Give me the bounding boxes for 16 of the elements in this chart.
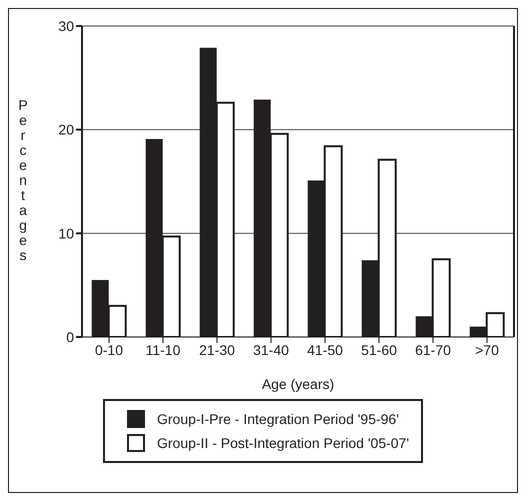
x-tick-label: 61-70 xyxy=(415,342,452,358)
y-tick-label: 10 xyxy=(58,225,74,242)
x-axis-title: Age (years) xyxy=(262,376,334,392)
x-tick-label: 11-10 xyxy=(146,342,181,358)
x-tick-label: 21-30 xyxy=(199,342,236,358)
x-tick-label: >70 xyxy=(475,342,500,358)
legend-label: Group-II - Post-Integration Period '05-07' xyxy=(156,434,410,453)
legend-label: Group-I-Pre - Integration Period '95-96' xyxy=(156,410,399,429)
y-tick-label: 20 xyxy=(58,122,74,138)
x-tick-label: 0-10 xyxy=(94,342,124,358)
x-tick-label: 51-60 xyxy=(361,342,398,358)
x-tick-label: 31-40 xyxy=(253,342,290,358)
y-tick-label: 30 xyxy=(58,18,74,34)
text: Percentages xyxy=(18,97,28,264)
y-tick-label: 0 xyxy=(66,328,74,345)
x-tick-label: 41-50 xyxy=(307,342,344,358)
